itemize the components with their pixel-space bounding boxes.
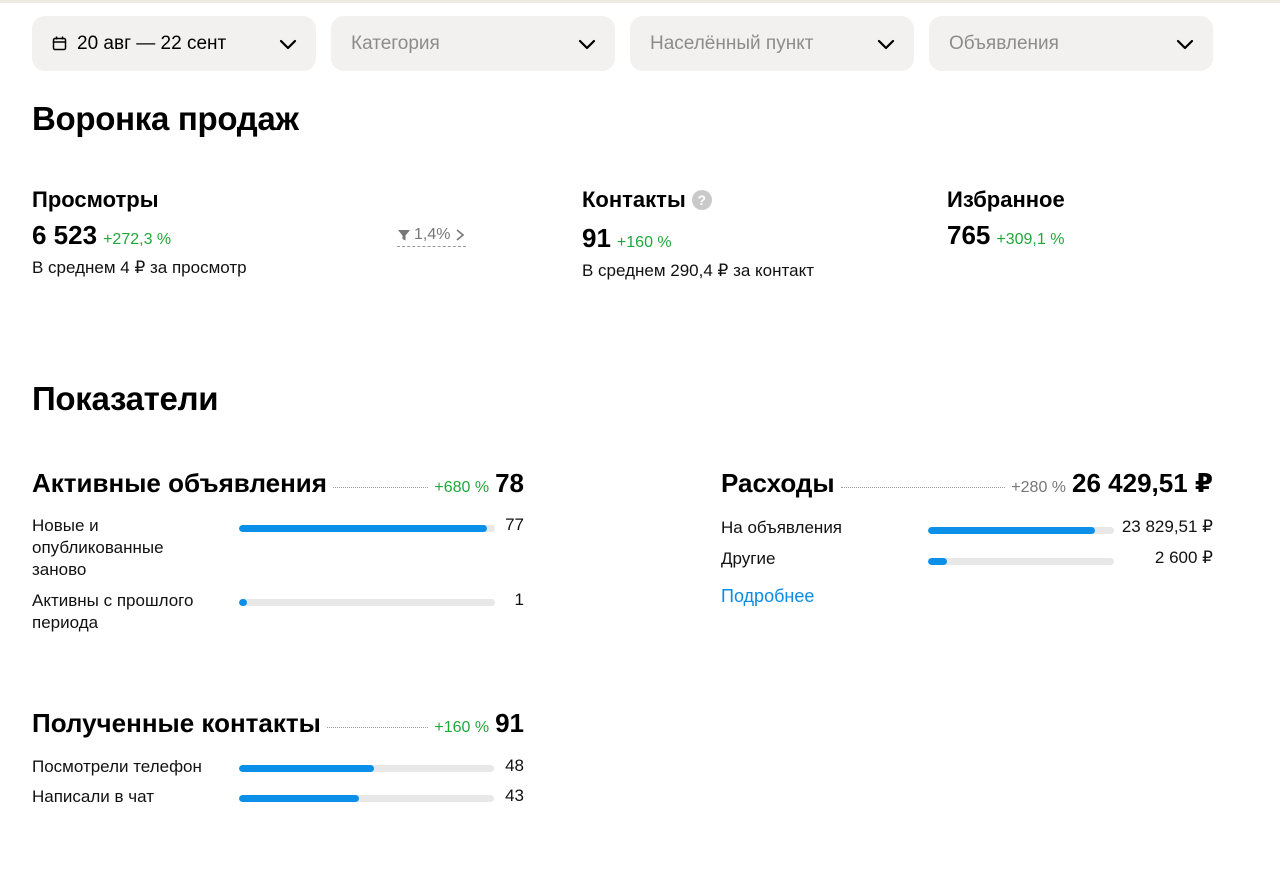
listings-placeholder: Объявления [949,32,1059,54]
more-details-link[interactable]: Подробнее [721,586,815,606]
progress-fill [239,795,359,802]
row-value: 23 829,51 ₽ [1121,517,1213,536]
views-average: В среднем 4 ₽ за просмотр [32,258,247,277]
received-contacts-header: Полученные контакты +160 % 91 [32,708,524,739]
row-label: На объявления [721,518,843,537]
expenses-header: Расходы +280 % 26 429,51 ₽ [721,468,1213,499]
row-value: 48 [505,756,524,775]
row-label: Другие [721,549,776,568]
date-range-value: 20 авг — 22 сент [77,32,227,54]
funnel-icon [397,228,411,242]
progress-fill [239,525,488,532]
category-filter[interactable]: Категория [331,16,615,71]
date-range-filter[interactable]: 20 авг — 22 сент [32,16,316,71]
indicators-title: Показатели [32,380,219,417]
received-contacts-title: Полученные контакты [32,708,321,738]
progress-bar [239,525,495,532]
progress-fill [239,599,247,606]
active-listings-header: Активные объявления +680 % 78 [32,468,524,499]
row-value: 1 [514,590,524,609]
received-contacts-value: 91 [495,708,524,738]
list-item: Написали в чат 43 [32,786,524,810]
row-label: Активны с прошлого периода [32,591,194,632]
views-label: Просмотры [32,187,159,212]
chevron-down-icon [577,34,597,54]
views-delta: +272,3 % [103,231,172,248]
progress-bar [239,599,495,606]
chevron-down-icon [1175,34,1195,54]
question-icon[interactable]: ? [691,190,712,210]
chevron-down-icon [876,34,896,54]
views-metric: 6 523 +272,3 % [32,220,171,251]
expenses-title: Расходы [721,468,835,498]
chevron-right-icon [454,228,466,242]
received-contacts-delta: +160 % [434,719,490,736]
list-item: На объявления 23 829,51 ₽ [721,517,1213,541]
top-border [0,0,1280,3]
leader-dots [840,487,1006,488]
views-value: 6 523 [32,220,98,250]
expenses-delta: +280 % [1011,479,1067,496]
active-listings-value: 78 [495,468,524,498]
progress-fill [928,558,947,565]
row-label: Написали в чат [32,787,155,806]
row-value: 2 600 ₽ [1154,548,1213,567]
expenses-value: 26 429,51 ₽ [1072,468,1213,498]
progress-bar [239,795,494,802]
active-listings-delta: +680 % [434,479,490,496]
progress-bar [239,765,494,772]
chevron-down-icon [278,34,298,54]
contacts-average: В среднем 290,4 ₽ за контакт [582,261,814,280]
contacts-label: Контакты [582,187,686,212]
calendar-icon [52,36,67,51]
favorites-delta: +309,1 % [996,231,1065,248]
contacts-value: 91 [582,223,611,253]
conversion-value: 1,4% [414,226,451,243]
funnel-title: Воронка продаж [32,100,299,137]
locality-filter[interactable]: Населённый пункт [630,16,914,71]
row-value: 43 [505,786,524,805]
row-label: Новые и опубликованные заново [32,516,164,579]
list-item: Другие 2 600 ₽ [721,548,1213,572]
list-item: Активны с прошлого периода 1 [32,590,524,636]
listings-filter[interactable]: Объявления [929,16,1213,71]
favorites-value: 765 [947,220,991,250]
progress-bar [928,527,1114,534]
contacts-delta: +160 % [616,234,672,251]
list-item: Новые и опубликованные заново 77 [32,515,524,583]
leader-dots [332,487,429,488]
active-listings-title: Активные объявления [32,468,327,498]
row-value: 77 [505,515,524,534]
row-label: Посмотрели телефон [32,757,202,776]
contacts-metric: 91 +160 % [582,223,672,254]
favorites-label: Избранное [947,187,1065,212]
progress-fill [239,765,375,772]
leader-dots [326,727,429,728]
favorites-metric: 765 +309,1 % [947,220,1064,251]
category-placeholder: Категория [351,32,440,54]
progress-bar [928,558,1114,565]
progress-fill [928,527,1096,534]
list-item: Посмотрели телефон 48 [32,756,524,780]
contacts-label-wrap: Контакты? [582,187,712,213]
conversion-link[interactable]: 1,4% [397,226,467,247]
locality-placeholder: Населённый пункт [650,32,814,54]
